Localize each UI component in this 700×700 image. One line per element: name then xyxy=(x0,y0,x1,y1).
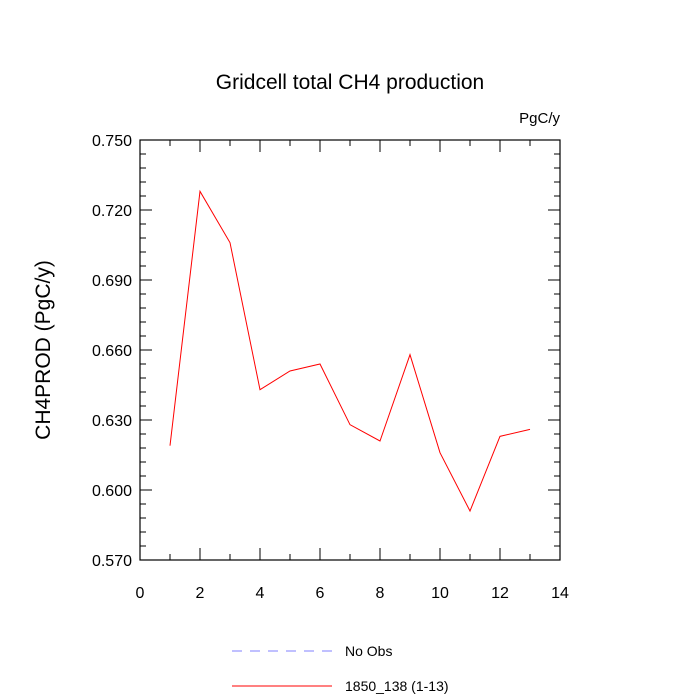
y-tick-label: 0.570 xyxy=(92,553,132,570)
legend: No Obs 1850_138 (1-13) xyxy=(232,643,449,694)
x-tick-label: 8 xyxy=(376,585,385,602)
x-axis: 0 2 4 6 8 10 12 14 xyxy=(136,140,569,602)
y-tick-label: 0.690 xyxy=(92,273,132,290)
x-tick-label: 0 xyxy=(136,585,145,602)
chart-title: Gridcell total CH4 production xyxy=(216,71,484,94)
y-tick-label: 0.750 xyxy=(92,133,132,150)
legend-label-0: No Obs xyxy=(345,643,392,659)
x-tick-label: 14 xyxy=(551,585,569,602)
y-axis: 0.570 0.600 0.630 0.660 0.690 0.720 0.750 xyxy=(92,133,560,570)
y-tick-label: 0.630 xyxy=(92,413,132,430)
y-tick-label: 0.600 xyxy=(92,483,132,500)
plot-frame xyxy=(139,139,561,561)
x-tick-label: 2 xyxy=(196,585,205,602)
y-tick-label: 0.720 xyxy=(92,203,132,220)
units-label: PgC/y xyxy=(519,110,560,127)
x-tick-label: 10 xyxy=(431,585,449,602)
y-tick-label: 0.660 xyxy=(92,343,132,360)
y-axis-label: CH4PROD (PgC/y) xyxy=(32,260,55,440)
x-tick-label: 12 xyxy=(491,585,509,602)
x-tick-label: 6 xyxy=(316,585,325,602)
series-line-1 xyxy=(169,189,531,513)
series-layer xyxy=(169,189,531,513)
x-tick-label: 4 xyxy=(256,585,265,602)
legend-label-1: 1850_138 (1-13) xyxy=(345,678,449,694)
